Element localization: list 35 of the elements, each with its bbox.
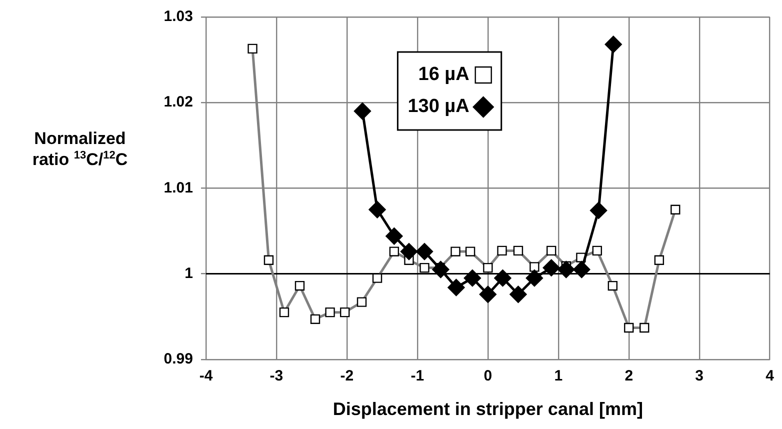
y-tick-label: 1.01 <box>164 179 193 196</box>
y-tick-label: 1.03 <box>164 8 193 26</box>
point <box>400 242 418 260</box>
point <box>386 228 403 245</box>
point <box>510 286 527 303</box>
point <box>432 260 450 278</box>
legend-label: 130 µA <box>408 96 470 118</box>
point <box>494 269 512 287</box>
x-tick-label: -2 <box>340 368 354 385</box>
y-tick-label: 1.02 <box>164 94 193 111</box>
point <box>604 36 622 53</box>
point <box>416 242 434 260</box>
x-tick-label: 4 <box>766 368 775 385</box>
point <box>526 269 544 287</box>
point <box>368 201 386 218</box>
point <box>464 269 482 287</box>
x-tick-label: 1 <box>554 368 563 385</box>
x-tick-label: 3 <box>695 368 704 385</box>
x-tick-label: -3 <box>270 368 284 385</box>
point <box>448 278 465 296</box>
point <box>542 259 560 276</box>
x-tick-label: -4 <box>199 368 214 385</box>
y-tick-label: 1 <box>184 264 193 282</box>
y-tick-label: 0.99 <box>164 350 193 368</box>
point <box>573 260 590 278</box>
point <box>558 260 575 278</box>
point <box>590 202 608 220</box>
x-tick-label: 2 <box>624 368 634 385</box>
point <box>479 286 497 303</box>
x-tick-label: -1 <box>410 368 424 385</box>
y-axis-title: Normalized ratio $^{13}$C/$^{12}$C <box>31 128 129 170</box>
point <box>354 102 372 120</box>
legend-label: 16 µA <box>418 64 470 86</box>
x-axis-title: Displacement in stripper canal [mm] <box>332 399 643 420</box>
x-tick-label: 0 <box>484 368 492 385</box>
